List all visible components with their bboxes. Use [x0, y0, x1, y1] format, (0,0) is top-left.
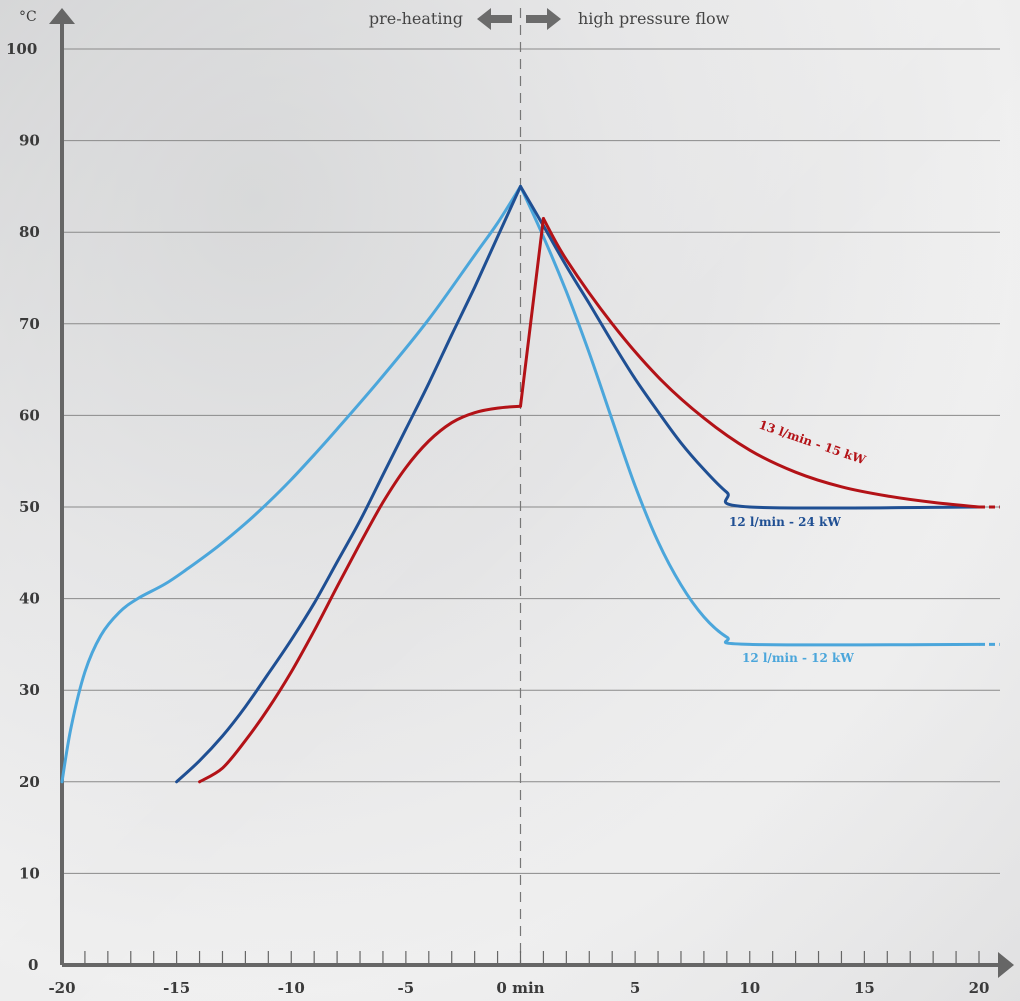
- x-tick-label-8: 20: [969, 979, 990, 997]
- right-arrow-icon: [526, 8, 561, 30]
- y-tick-label-20: 20: [19, 773, 40, 791]
- tick-labels: 0 10 20 30 40 50 60 70 80 90 100 -20 -15 -10 -5 0 min 5 1…: [6, 40, 989, 997]
- series-line-0: [519, 184, 981, 647]
- x-tick-label-4: 0 min: [496, 979, 544, 997]
- y-tick-label-0: 0: [28, 956, 38, 974]
- series-line-0: [60, 184, 522, 784]
- x-ticks: [84, 951, 980, 965]
- x-tick-label-3: -5: [398, 979, 415, 997]
- high-pressure-flow-label: high pressure flow: [578, 9, 730, 28]
- series-label-0: 12 l/min - 12 kW: [742, 651, 854, 665]
- x-tick-label-6: 10: [739, 979, 760, 997]
- series-line-1: [175, 184, 522, 784]
- x-tick-label-1: -15: [163, 979, 190, 997]
- y-tick-label-80: 80: [19, 223, 40, 241]
- left-arrow-icon: [477, 8, 512, 30]
- gridlines: [62, 48, 1000, 874]
- x-axis-arrow-icon: [998, 952, 1014, 978]
- series-line-2: [541, 217, 981, 509]
- y-tick-label-30: 30: [19, 681, 40, 699]
- x-tick-label-7: 15: [854, 979, 875, 997]
- series-line-1: [519, 184, 981, 510]
- x-tick-label-5: 5: [630, 979, 640, 997]
- series-line-2: [198, 404, 522, 784]
- pre-heating-label: pre-heating: [369, 9, 463, 28]
- series-lines: [60, 184, 1000, 784]
- y-axis-unit: °C: [19, 9, 37, 25]
- x-tick-label-2: -10: [278, 979, 305, 997]
- series-line-2: [519, 216, 545, 408]
- y-tick-label-50: 50: [19, 498, 40, 516]
- axes: [49, 8, 1014, 978]
- y-tick-label-40: 40: [19, 590, 40, 608]
- y-axis-arrow-icon: [49, 8, 75, 24]
- series-label-1: 12 l/min - 24 kW: [729, 515, 841, 529]
- y-tick-label-60: 60: [19, 406, 40, 424]
- y-tick-label-90: 90: [19, 132, 40, 150]
- y-tick-label-70: 70: [19, 315, 40, 333]
- y-tick-label-100: 100: [6, 40, 37, 58]
- y-tick-label-10: 10: [19, 864, 40, 882]
- x-tick-label-0: -20: [48, 979, 75, 997]
